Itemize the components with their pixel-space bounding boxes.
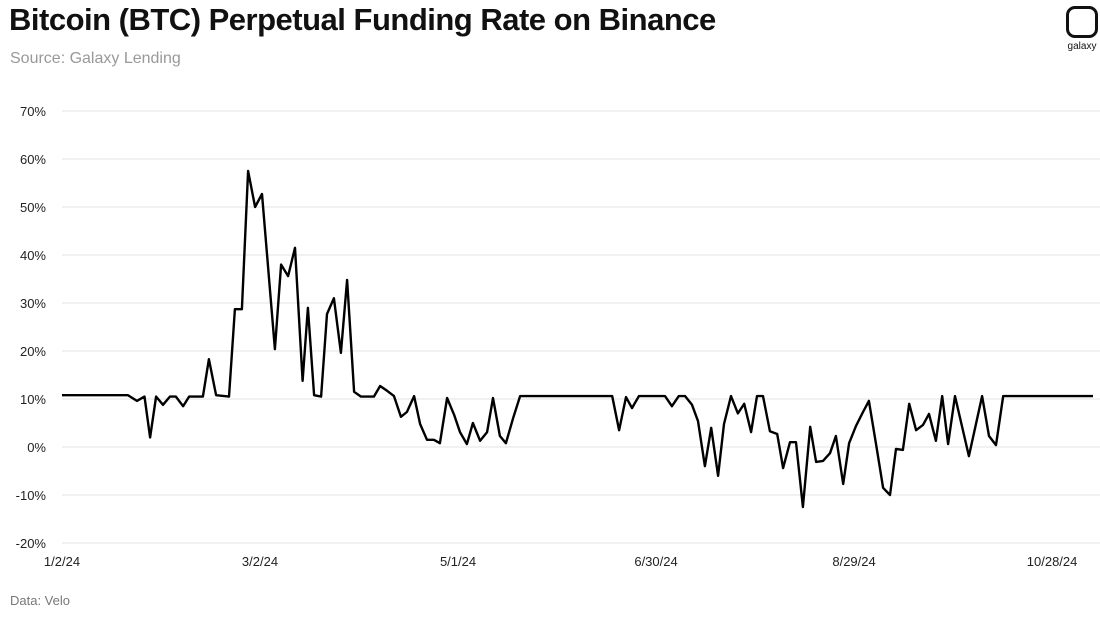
chart-title: Bitcoin (BTC) Perpetual Funding Rate on … [9, 2, 716, 37]
x-tick-label: 5/1/24 [440, 554, 476, 569]
x-tick-label: 3/2/24 [242, 554, 278, 569]
y-tick-label: -10% [16, 488, 47, 503]
y-tick-label: 20% [20, 344, 46, 359]
y-tick-label: -20% [16, 536, 47, 551]
logo-mark-icon [1066, 6, 1098, 38]
galaxy-logo: galaxy [1062, 6, 1100, 52]
y-tick-label: 30% [20, 296, 46, 311]
x-tick-label: 10/28/24 [1027, 554, 1078, 569]
y-tick-label: 10% [20, 392, 46, 407]
y-tick-label: 50% [20, 200, 46, 215]
y-tick-label: 70% [20, 104, 46, 119]
chart-subtitle: Source: Galaxy Lending [10, 50, 181, 67]
data-source-note: Data: Velo [10, 593, 70, 608]
x-tick-label: 8/29/24 [832, 554, 875, 569]
x-tick-label: 6/30/24 [634, 554, 677, 569]
y-tick-label: 0% [27, 440, 46, 455]
x-tick-label: 1/2/24 [44, 554, 80, 569]
y-tick-label: 60% [20, 152, 46, 167]
y-tick-label: 40% [20, 248, 46, 263]
logo-text: galaxy [1067, 41, 1097, 52]
funding-rate-line [62, 169, 1093, 509]
